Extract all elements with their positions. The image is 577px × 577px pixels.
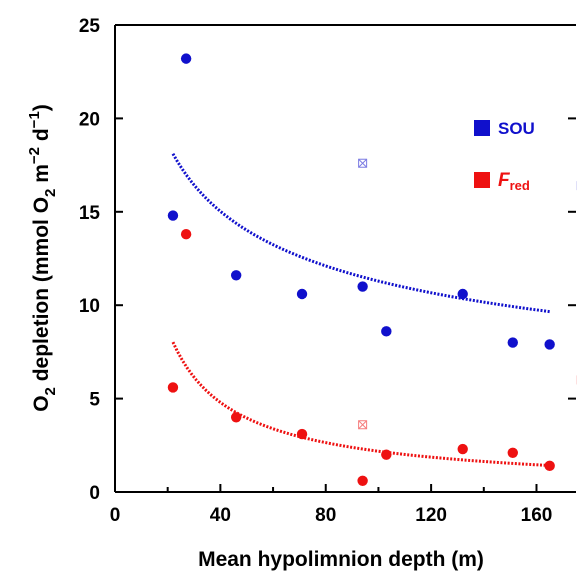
data-point-sou (457, 288, 468, 300)
data-point-sou (167, 210, 179, 221)
data-point-fred (296, 428, 308, 440)
y-axis-title-close: ) (30, 104, 53, 111)
y-tick-label: 0 (89, 483, 100, 504)
data-point-fred (381, 449, 392, 460)
legend-label-fred: Fred (498, 170, 530, 193)
y-tick-label: 10 (79, 296, 100, 317)
legend-label-sou: SOU (498, 119, 535, 138)
y-axis-title-o-sub: 2 (42, 387, 59, 395)
fit-curve-sou (171, 152, 550, 314)
y-axis-title-unit-sub: 2 (42, 189, 59, 197)
y-tick-label: 25 (79, 16, 101, 37)
data-point-fred (457, 443, 468, 455)
data-point-sou (180, 53, 192, 64)
plot-area (115, 24, 576, 493)
data-point-sou (357, 281, 368, 292)
y-tick-label: 20 (79, 109, 100, 130)
y-tick-label: 15 (79, 203, 101, 224)
data-point-sou (296, 288, 308, 300)
data-point-fred (357, 475, 368, 486)
y-axis-title-o: O (30, 395, 53, 411)
x-axis: 0 40 80 120 160 (110, 484, 576, 526)
data-point-sou (507, 337, 518, 348)
data-point-fred (230, 412, 242, 423)
legend-swatch-sou (474, 120, 490, 136)
data-point-fred (167, 382, 179, 393)
excluded-point-fred (358, 420, 368, 430)
x-tick-label: 160 (521, 505, 553, 526)
data-marks (167, 53, 577, 486)
data-point-sou (544, 339, 555, 350)
x-tick-label: 80 (315, 505, 336, 526)
x-axis-title: Mean hypolimnion depth (m) (198, 548, 484, 571)
fit-curve-fred (171, 341, 550, 468)
data-point-fred (544, 460, 555, 472)
legend: SOU Fred (474, 119, 535, 193)
y-axis-title-m: m (30, 164, 53, 189)
data-point-fred (507, 447, 518, 458)
x-tick-label: 120 (415, 505, 447, 526)
x-tick-label: 0 (110, 505, 121, 526)
y-axis-title-d: d (30, 128, 53, 147)
x-tick-label: 40 (210, 505, 231, 526)
data-point-sou (230, 270, 242, 281)
y-axis-title-m-sup: −2 (26, 147, 43, 164)
data-point-fred (180, 229, 192, 240)
y-tick-label: 5 (89, 390, 100, 411)
y-axis: 0 5 10 15 20 25 (79, 16, 123, 504)
data-point-sou (381, 326, 392, 337)
y-axis-title-d-sup: −1 (26, 111, 43, 128)
excluded-point-sou (358, 158, 368, 168)
y-axis-title-depletion: depletion (mmol O (30, 197, 53, 387)
legend-swatch-fred (474, 172, 490, 188)
y-axis-title: O2 depletion (mmol O2 m−2 d−1) (26, 104, 59, 412)
